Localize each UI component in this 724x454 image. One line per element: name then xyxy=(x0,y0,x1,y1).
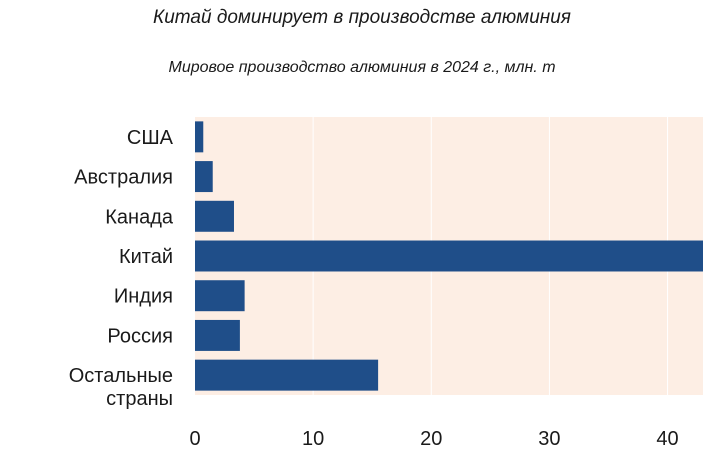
category-label-0: США xyxy=(127,127,174,149)
bar-2 xyxy=(195,200,234,232)
bar-5 xyxy=(195,319,240,351)
bar-1 xyxy=(195,161,213,193)
x-tick-labels: 0 10 20 30 40 xyxy=(189,428,678,450)
chart-title: Китай доминирует в производстве алюминия xyxy=(153,7,571,28)
x-tick-label-20: 20 xyxy=(420,428,442,450)
category-label-4: Индия xyxy=(114,286,173,308)
chart-subtitle: Мировое производство алюминия в 2024 г.,… xyxy=(168,59,556,76)
bar-0 xyxy=(195,121,204,153)
x-tick-label-30: 30 xyxy=(538,428,560,450)
bar-6 xyxy=(195,359,379,391)
category-labels: США Австралия Канада Китай Индия Россия Осталь… xyxy=(69,127,174,410)
bar-3 xyxy=(195,240,703,272)
category-label-1: Австралия xyxy=(74,167,173,189)
bar-4 xyxy=(195,280,245,312)
category-label-6: Остальные страны xyxy=(69,365,173,410)
category-label-3: Китай xyxy=(119,246,173,268)
x-tick-label-40: 40 xyxy=(656,428,678,450)
x-tick-label-10: 10 xyxy=(302,428,324,450)
category-label-5: Россия xyxy=(107,325,173,347)
category-label-2: Канада xyxy=(105,206,174,228)
bars xyxy=(195,121,703,391)
x-tick-label-0: 0 xyxy=(189,428,200,450)
